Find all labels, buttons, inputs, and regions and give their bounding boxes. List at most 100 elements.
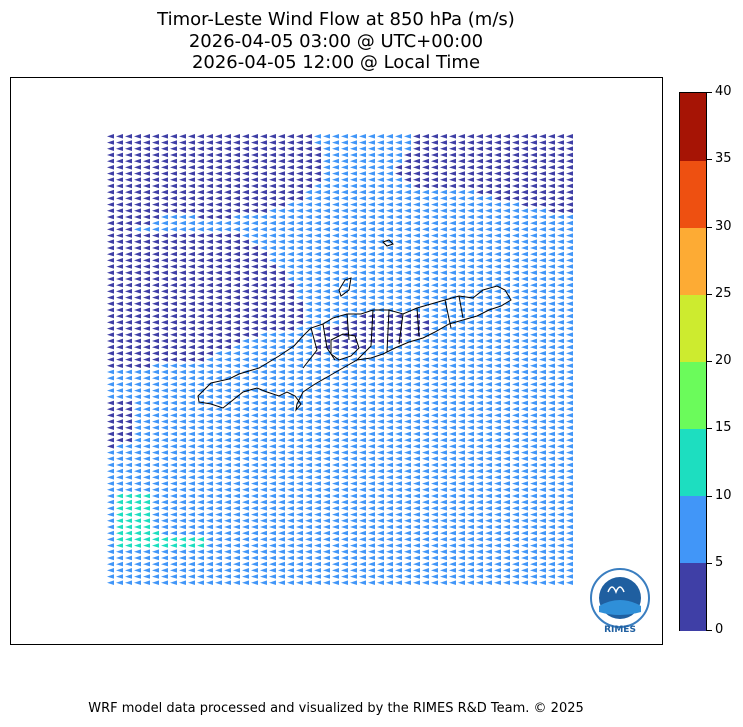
wind-arrow [206, 555, 213, 561]
wind-arrow [323, 183, 330, 189]
wind-arrow [170, 233, 177, 238]
wind-arrow [557, 493, 564, 499]
wind-arrow [152, 227, 159, 232]
wind-arrow [251, 555, 258, 561]
wind-arrow [332, 499, 339, 505]
wind-arrow [422, 406, 429, 412]
wind-arrow [206, 493, 213, 499]
wind-arrow [386, 512, 393, 517]
wind-arrow [350, 140, 357, 145]
wind-arrow [404, 357, 411, 362]
wind-arrow [422, 431, 429, 437]
wind-arrow [458, 134, 465, 139]
wind-arrow [314, 282, 321, 288]
wind-arrow [440, 537, 447, 542]
wind-arrow [440, 524, 447, 530]
wind-arrow [341, 400, 348, 406]
wind-arrow [377, 419, 384, 424]
wind-arrow [350, 146, 357, 151]
wind-arrow [494, 375, 501, 381]
wind-arrow [215, 177, 222, 182]
wind-arrow [368, 251, 375, 257]
wind-arrow [314, 171, 321, 176]
wind-arrow [305, 506, 312, 511]
wind-arrow [188, 295, 195, 300]
wind-arrow [269, 450, 276, 455]
wind-arrow [530, 400, 537, 406]
wind-arrow [296, 227, 303, 232]
colorbar-bin [680, 428, 706, 497]
wind-arrow [224, 549, 231, 554]
wind-arrow [467, 450, 474, 455]
wind-arrow [260, 375, 267, 381]
wind-arrow [368, 456, 375, 461]
wind-arrow [548, 406, 555, 412]
wind-arrow [494, 555, 501, 561]
wind-arrow [152, 146, 159, 151]
wind-arrow [197, 307, 204, 313]
wind-arrow [413, 394, 420, 399]
wind-arrow [152, 332, 159, 337]
wind-arrow [413, 568, 420, 573]
wind-arrow [512, 456, 519, 461]
wind-arrow [350, 431, 357, 437]
wind-arrow [503, 233, 510, 238]
wind-arrow [116, 400, 123, 406]
wind-arrow [548, 518, 555, 523]
wind-arrow [206, 313, 213, 319]
wind-arrow [125, 456, 132, 461]
wind-arrow [368, 481, 375, 486]
wind-arrow [530, 140, 537, 145]
wind-arrow [323, 357, 330, 362]
wind-arrow [215, 171, 222, 176]
wind-arrow [215, 475, 222, 480]
wind-arrow [323, 487, 330, 492]
wind-arrow [413, 406, 420, 412]
wind-arrow [287, 189, 294, 195]
wind-arrow [503, 413, 510, 418]
wind-arrow [476, 363, 483, 368]
wind-arrow [431, 549, 438, 554]
wind-arrow [548, 196, 555, 201]
wind-arrow [566, 171, 573, 176]
wind-arrow [134, 580, 141, 585]
colorbar-bin [680, 361, 706, 430]
wind-arrow [359, 313, 366, 319]
wind-arrow [233, 450, 240, 455]
wind-arrow [188, 487, 195, 492]
wind-arrow [125, 388, 132, 393]
wind-arrow [116, 369, 123, 375]
wind-arrow [503, 258, 510, 263]
wind-arrow [197, 493, 204, 499]
wind-arrow [305, 140, 312, 145]
wind-arrow [539, 468, 546, 474]
wind-arrow [242, 375, 249, 381]
wind-arrow [413, 400, 420, 406]
wind-arrow [323, 270, 330, 275]
wind-arrow [386, 475, 393, 480]
wind-arrow [188, 227, 195, 232]
wind-arrow [548, 468, 555, 474]
wind-arrow [287, 202, 294, 207]
wind-arrow [548, 506, 555, 511]
wind-arrow [458, 524, 465, 530]
wind-arrow [386, 388, 393, 393]
wind-arrow [476, 394, 483, 399]
wind-arrow [440, 134, 447, 139]
wind-arrow [143, 530, 150, 536]
wind-arrow [323, 475, 330, 480]
wind-arrow [287, 487, 294, 492]
wind-arrow [323, 388, 330, 393]
wind-arrow [296, 295, 303, 300]
wind-arrow [539, 363, 546, 368]
wind-arrow [449, 375, 456, 381]
wind-arrow [512, 444, 519, 449]
wind-arrow [242, 425, 249, 430]
wind-arrow [368, 369, 375, 375]
wind-arrow [350, 400, 357, 406]
wind-arrow [278, 419, 285, 424]
wind-arrow [548, 425, 555, 430]
wind-arrow [134, 134, 141, 139]
wind-arrow [161, 239, 168, 244]
wind-arrow [440, 351, 447, 356]
